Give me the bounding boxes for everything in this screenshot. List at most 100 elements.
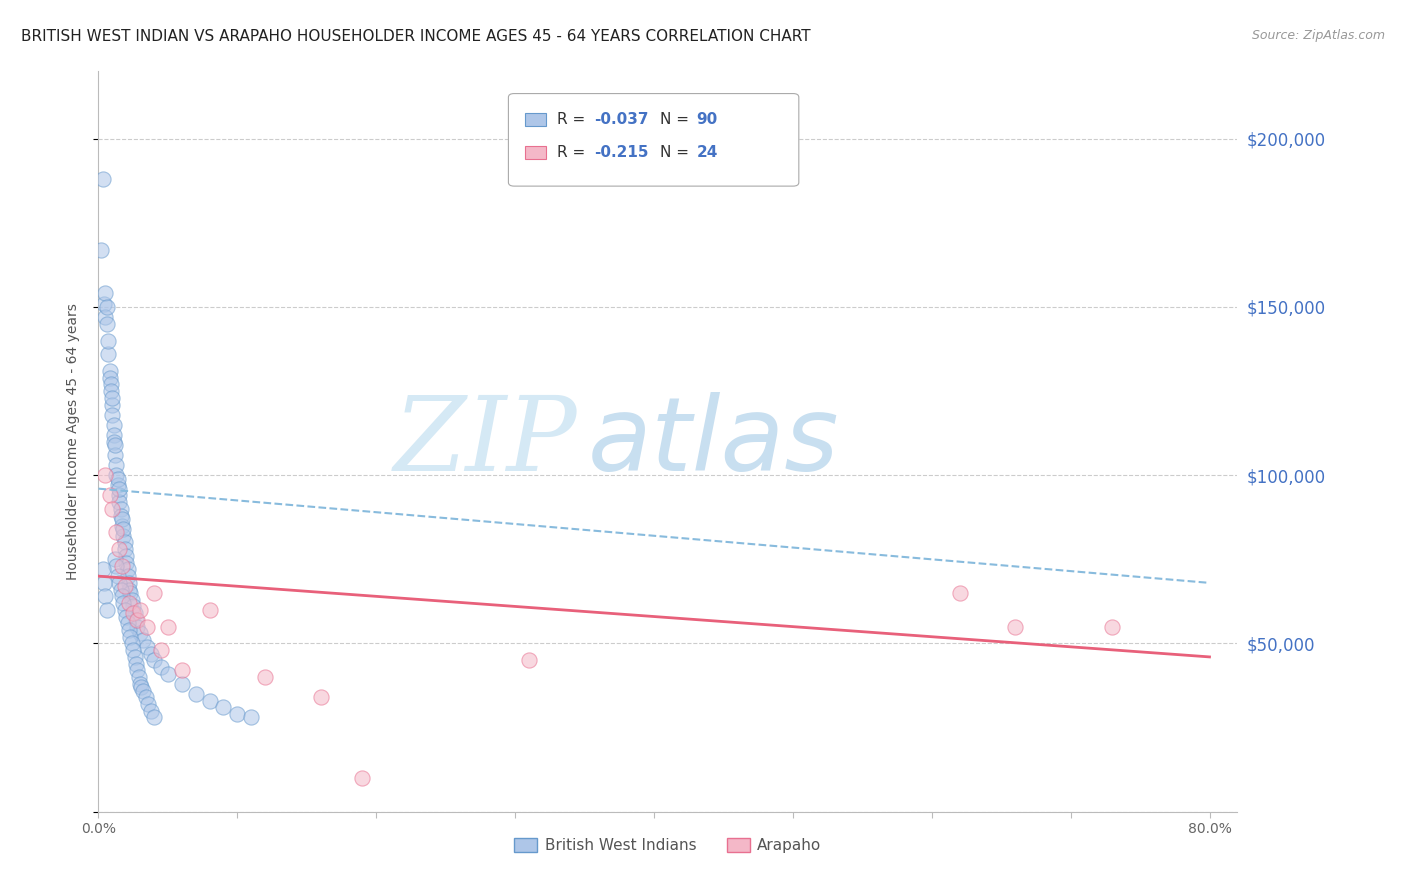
Point xyxy=(110,508,132,523)
Point xyxy=(97,347,120,361)
Point xyxy=(93,296,115,310)
Point xyxy=(94,286,117,301)
Point xyxy=(129,603,152,617)
Point xyxy=(94,310,117,324)
Point xyxy=(98,488,121,502)
Point xyxy=(98,364,121,378)
Y-axis label: Householder Income Ages 45 - 64 years: Householder Income Ages 45 - 64 years xyxy=(66,303,80,580)
Point xyxy=(108,575,131,590)
Point xyxy=(110,501,132,516)
Point xyxy=(91,562,114,576)
Point xyxy=(111,518,134,533)
Point xyxy=(103,427,125,442)
Point xyxy=(105,468,128,483)
Point xyxy=(110,582,132,597)
Point xyxy=(117,569,139,583)
Point xyxy=(198,603,221,617)
Point xyxy=(198,694,221,708)
Point xyxy=(103,434,125,449)
Point xyxy=(135,690,157,705)
Point xyxy=(118,575,141,590)
Point xyxy=(120,586,142,600)
Point xyxy=(132,633,155,648)
Point xyxy=(125,613,148,627)
Point xyxy=(107,472,129,486)
Point xyxy=(94,590,117,604)
Point xyxy=(90,243,112,257)
Point xyxy=(122,643,145,657)
Point xyxy=(212,700,235,714)
Point xyxy=(112,522,135,536)
Point xyxy=(143,653,166,667)
Point xyxy=(170,664,193,678)
Point xyxy=(117,562,139,576)
Point xyxy=(254,670,277,684)
Point xyxy=(136,619,159,633)
Point xyxy=(138,697,160,711)
Point xyxy=(122,599,145,614)
Point xyxy=(120,630,142,644)
Point xyxy=(97,334,120,348)
Point xyxy=(127,613,149,627)
Text: N =: N = xyxy=(659,145,693,161)
Point xyxy=(105,458,128,472)
Point xyxy=(108,542,131,557)
Point xyxy=(104,448,127,462)
FancyBboxPatch shape xyxy=(526,112,546,126)
Point xyxy=(93,575,115,590)
Point xyxy=(111,590,134,604)
Point xyxy=(111,559,134,574)
Point xyxy=(103,417,125,432)
Text: R =: R = xyxy=(557,145,591,161)
Point xyxy=(111,512,134,526)
Point xyxy=(96,317,118,331)
Text: -0.215: -0.215 xyxy=(593,145,648,161)
Point xyxy=(136,640,159,654)
Point xyxy=(107,569,129,583)
Point xyxy=(112,529,135,543)
Point xyxy=(115,609,138,624)
Point xyxy=(114,579,136,593)
Text: -0.037: -0.037 xyxy=(593,112,648,127)
Point xyxy=(124,649,146,664)
Point xyxy=(309,690,332,705)
Point xyxy=(115,549,138,563)
Text: atlas: atlas xyxy=(588,392,839,491)
Point xyxy=(517,653,540,667)
Text: 90: 90 xyxy=(696,112,717,127)
Point xyxy=(108,482,131,496)
Point xyxy=(132,683,155,698)
Point xyxy=(156,619,179,633)
Point xyxy=(118,623,141,637)
Point xyxy=(125,657,148,671)
Point xyxy=(131,680,153,694)
Text: ZIP: ZIP xyxy=(394,391,576,492)
Legend: British West Indians, Arapaho: British West Indians, Arapaho xyxy=(508,832,828,860)
Point xyxy=(105,525,128,540)
Point xyxy=(98,370,121,384)
Point xyxy=(108,488,131,502)
Text: 24: 24 xyxy=(696,145,717,161)
Point xyxy=(114,535,136,549)
Point xyxy=(100,384,122,398)
Point xyxy=(143,586,166,600)
Point xyxy=(129,626,152,640)
Point xyxy=(101,408,124,422)
Point xyxy=(141,704,163,718)
Point xyxy=(114,603,136,617)
Point xyxy=(108,495,131,509)
Text: BRITISH WEST INDIAN VS ARAPAHO HOUSEHOLDER INCOME AGES 45 - 64 YEARS CORRELATION: BRITISH WEST INDIAN VS ARAPAHO HOUSEHOLD… xyxy=(21,29,811,44)
Point xyxy=(114,542,136,557)
Point xyxy=(129,677,152,691)
Point xyxy=(121,636,143,650)
FancyBboxPatch shape xyxy=(526,146,546,160)
FancyBboxPatch shape xyxy=(509,94,799,186)
Point xyxy=(101,501,124,516)
Point xyxy=(127,664,149,678)
Text: R =: R = xyxy=(557,112,591,127)
Point xyxy=(143,710,166,724)
Point xyxy=(121,592,143,607)
Point xyxy=(104,438,127,452)
Point xyxy=(184,687,207,701)
Point xyxy=(170,677,193,691)
